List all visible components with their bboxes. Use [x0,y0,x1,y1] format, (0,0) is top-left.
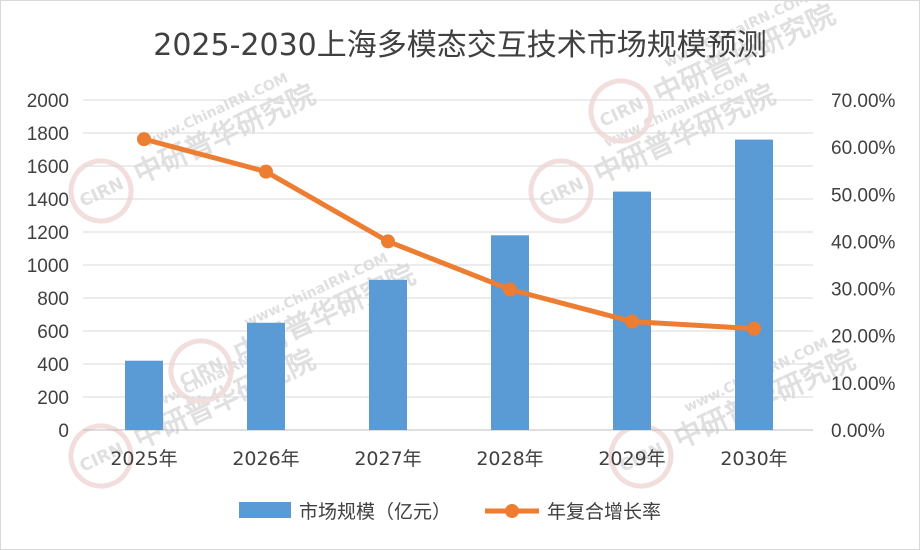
x-axis: 2025年 2026年 2027年 2028年 2029年 2030年 [110,448,787,470]
y-left-tick-label: 400 [37,355,69,376]
legend-swatch-bar [239,502,291,518]
watermark-logo-circle [528,158,594,224]
watermark-logo: CIRN [537,174,587,212]
y-left-tick-label: 200 [37,388,69,409]
y-left-tick-label: 2000 [27,91,69,112]
bar [613,191,651,430]
x-tick-label: 2029年 [598,448,665,470]
line-point [503,282,517,297]
watermark-logo: CIRN [77,174,127,212]
line-point [747,321,761,336]
legend-marker-line [505,504,519,518]
y-right-tick-label: 50.00% [831,185,896,206]
bar [125,360,163,430]
y-left-tick-label: 0 [58,421,69,442]
line-point [625,314,639,329]
line-point [259,164,273,179]
watermark-logo-circle [588,78,654,144]
y-left-tick-label: 1400 [27,190,69,211]
y-axis-right: 0.00% 10.00% 20.00% 30.00% 40.00% 50.00% 60.00… [831,91,896,442]
y-left-tick-label: 600 [37,322,69,343]
legend: 市场规模（亿元） 年复合增长率 [239,501,661,523]
legend-label-bar: 市场规模（亿元） [299,501,451,523]
y-left-tick-label: 1600 [27,157,69,178]
bar [735,139,773,430]
bar [491,235,529,430]
x-tick-label: 2025年 [110,448,177,470]
legend-label-line: 年复合增长率 [547,501,661,523]
watermark-logo-circle [168,338,234,404]
y-left-tick-label: 800 [37,289,69,310]
line-point [137,132,151,147]
y-right-tick-label: 20.00% [831,327,896,348]
growth-line [141,136,757,332]
gridlines [83,99,813,431]
bar [369,279,407,430]
line-series [137,132,761,336]
y-left-tick-label: 1200 [27,223,69,244]
x-tick-label: 2028年 [476,448,543,470]
y-right-tick-label: 40.00% [831,232,896,253]
bar-series [125,139,773,430]
x-tick-label: 2027年 [354,448,421,470]
y-right-tick-label: 10.00% [831,374,896,395]
y-right-tick-label: 60.00% [831,138,896,159]
y-left-tick-label: 1000 [27,256,69,277]
line-point [381,234,395,249]
chart-title: 2025-2030上海多模态交互技术市场规模预测 [153,28,767,63]
x-tick-label: 2026年 [232,448,299,470]
y-left-tick-label: 1800 [27,124,69,145]
y-right-tick-label: 70.00% [831,91,896,112]
y-right-tick-label: 0.00% [831,421,885,442]
bar [247,322,285,430]
x-tick-label: 2030年 [720,448,787,470]
watermark-logo-circle [68,158,134,224]
watermark-logo-circle [68,423,134,489]
y-right-tick-label: 30.00% [831,280,896,301]
y-axis-left: 0 200 400 600 800 1000 1200 1400 1600 1800 2000 [27,91,69,442]
